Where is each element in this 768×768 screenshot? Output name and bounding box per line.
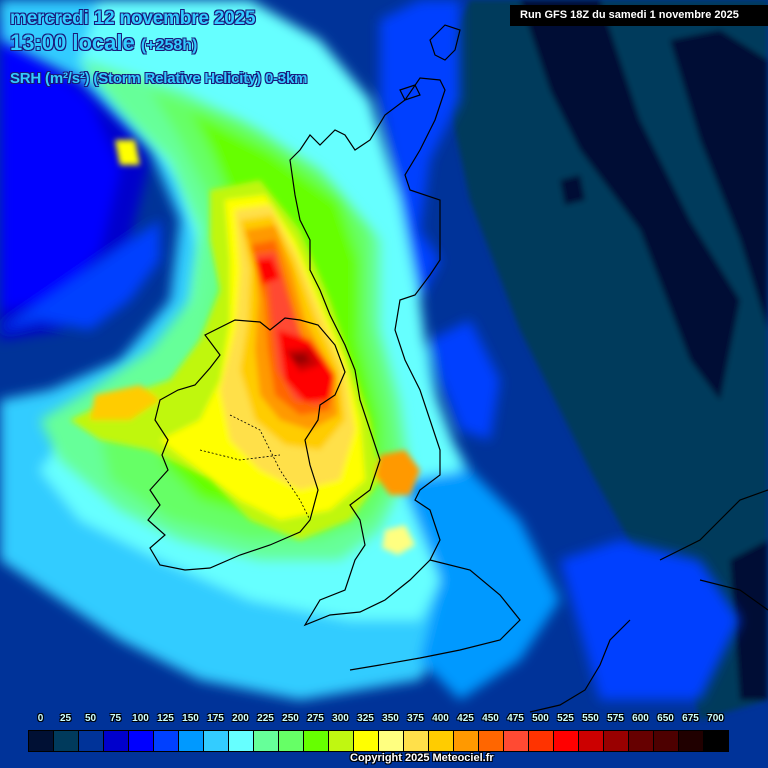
legend-swatch <box>504 731 529 751</box>
legend-swatch <box>229 731 254 751</box>
coastlines <box>147 24 768 713</box>
legend-swatch <box>404 731 429 751</box>
legend-label: 25 <box>59 713 72 724</box>
legend-labels: 0 25 50 75 100 125 150 175 200 225 250 275 300 325 350… <box>28 713 728 727</box>
forecast-time-main: 13:00 locale <box>10 30 135 55</box>
parameter-title: SRH (m²/s²) (Storm Relative Helicity) 0-… <box>10 70 308 87</box>
legend-swatch <box>204 731 229 751</box>
legend-swatch <box>429 731 454 751</box>
legend-swatch <box>304 731 329 751</box>
legend-swatch <box>704 731 728 751</box>
legend-swatch <box>629 731 654 751</box>
legend-swatch <box>354 731 379 751</box>
legend-label: 100 <box>132 713 149 724</box>
legend-label: 125 <box>157 713 174 724</box>
run-info-text: Run GFS 18Z du samedi 1 novembre 2025 <box>520 9 739 21</box>
legend-label: 425 <box>457 713 474 724</box>
legend-swatch <box>29 731 54 751</box>
borders <box>199 414 311 521</box>
legend-label: 75 <box>109 713 122 724</box>
legend-label: 675 <box>682 713 699 724</box>
legend-label: 550 <box>582 713 599 724</box>
legend-swatch <box>254 731 279 751</box>
legend-swatch <box>579 731 604 751</box>
legend-swatch <box>479 731 504 751</box>
legend-label: 150 <box>182 713 199 724</box>
legend-swatch <box>604 731 629 751</box>
legend-swatch <box>79 731 104 751</box>
legend-label: 600 <box>632 713 649 724</box>
legend-label: 500 <box>532 713 549 724</box>
legend-label: 175 <box>207 713 224 724</box>
legend-swatch <box>154 731 179 751</box>
copyright-text: Copyright 2025 Meteociel.fr <box>350 752 494 764</box>
legend-label: 300 <box>332 713 349 724</box>
legend-label: 375 <box>407 713 424 724</box>
forecast-date: mercredi 12 novembre 2025 <box>10 8 256 29</box>
legend-label: 475 <box>507 713 524 724</box>
legend-label: 400 <box>432 713 449 724</box>
legend-label: 350 <box>382 713 399 724</box>
legend-swatch <box>279 731 304 751</box>
legend-label: 225 <box>257 713 274 724</box>
legend-label: 325 <box>357 713 374 724</box>
legend-label: 0 <box>37 713 44 724</box>
legend-label: 650 <box>657 713 674 724</box>
legend-swatch <box>104 731 129 751</box>
legend-swatch <box>679 731 704 751</box>
legend-label: 275 <box>307 713 324 724</box>
forecast-time: 13:00 locale (+258h) <box>10 30 197 56</box>
legend-swatch <box>54 731 79 751</box>
legend-swatch <box>454 731 479 751</box>
legend-swatch <box>129 731 154 751</box>
forecast-lead-time: (+258h) <box>140 37 198 54</box>
legend-swatch <box>529 731 554 751</box>
legend-swatch <box>654 731 679 751</box>
legend-swatch <box>554 731 579 751</box>
run-info-box: Run GFS 18Z du samedi 1 novembre 2025 <box>510 5 768 26</box>
legend-label: 450 <box>482 713 499 724</box>
legend-label: 50 <box>84 713 97 724</box>
legend-label: 700 <box>707 713 724 724</box>
legend-swatch <box>329 731 354 751</box>
legend-swatch <box>379 731 404 751</box>
legend-colorbar <box>28 730 729 752</box>
field-core <box>70 140 420 555</box>
legend-swatch <box>179 731 204 751</box>
legend-label: 250 <box>282 713 299 724</box>
legend-label: 200 <box>232 713 249 724</box>
legend-label: 525 <box>557 713 574 724</box>
field-east-dark <box>440 0 768 720</box>
legend-label: 575 <box>607 713 624 724</box>
